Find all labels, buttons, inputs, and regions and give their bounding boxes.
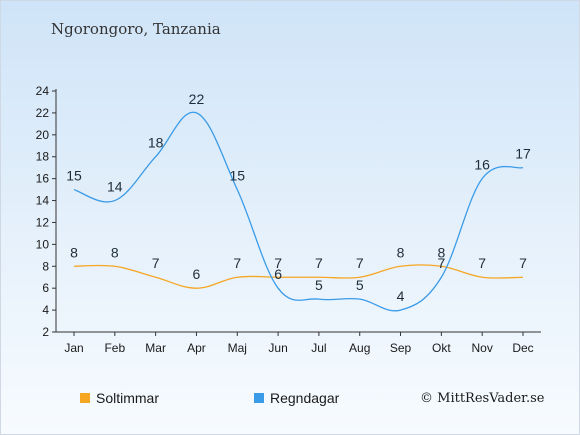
y-tick-label: 18 bbox=[36, 150, 50, 164]
data-label-regndagar: 5 bbox=[356, 277, 364, 293]
legend-label-regndagar: Regndagar bbox=[270, 390, 340, 406]
data-label-regndagar: 18 bbox=[148, 135, 164, 151]
data-label-soltimmar: 8 bbox=[111, 244, 119, 260]
legend-item-soltimmar: Soltimmar bbox=[80, 390, 159, 406]
data-label-regndagar: 22 bbox=[189, 91, 205, 107]
y-tick-label: 20 bbox=[36, 128, 50, 142]
data-label-regndagar: 14 bbox=[107, 179, 123, 195]
legend-item-regndagar: Regndagar bbox=[254, 390, 339, 406]
x-tick-label: Mar bbox=[145, 341, 166, 355]
data-label-soltimmar: 8 bbox=[437, 244, 445, 260]
x-tick-label: Nov bbox=[472, 341, 493, 355]
y-tick-label: 2 bbox=[42, 325, 49, 339]
data-label-regndagar: 15 bbox=[229, 168, 245, 184]
y-tick-label: 16 bbox=[36, 172, 50, 186]
data-label-regndagar: 5 bbox=[315, 277, 323, 293]
data-label-soltimmar: 7 bbox=[233, 255, 241, 271]
data-label-regndagar: 7 bbox=[437, 255, 445, 271]
data-label-soltimmar: 7 bbox=[152, 255, 160, 271]
data-label-regndagar: 6 bbox=[274, 266, 282, 282]
y-tick-label: 12 bbox=[36, 215, 50, 229]
x-tick-label: Apr bbox=[187, 341, 206, 355]
x-tick-label: Sep bbox=[390, 341, 412, 355]
x-tick-label: Jul bbox=[311, 341, 326, 355]
data-label-soltimmar: 6 bbox=[193, 266, 201, 282]
x-tick-label: Jan bbox=[64, 341, 83, 355]
data-label-soltimmar: 7 bbox=[315, 255, 323, 271]
x-tick-label: Jun bbox=[268, 341, 287, 355]
data-label-regndagar: 16 bbox=[474, 157, 490, 173]
data-label-soltimmar: 8 bbox=[397, 244, 405, 260]
legend-swatch-soltimmar bbox=[80, 393, 90, 403]
x-tick-label: Okt bbox=[432, 341, 451, 355]
x-tick-label: Feb bbox=[104, 341, 125, 355]
data-label-regndagar: 4 bbox=[397, 288, 405, 304]
data-label-soltimmar: 7 bbox=[274, 255, 282, 271]
data-label-regndagar: 15 bbox=[66, 168, 82, 184]
y-tick-label: 24 bbox=[36, 84, 50, 98]
x-tick-label: Dec bbox=[512, 341, 533, 355]
data-label-soltimmar: 7 bbox=[356, 255, 364, 271]
y-tick-label: 10 bbox=[36, 237, 50, 251]
y-tick-label: 6 bbox=[42, 281, 49, 295]
legend-swatch-regndagar bbox=[254, 393, 264, 403]
data-label-soltimmar: 7 bbox=[478, 255, 486, 271]
series-line-regndagar bbox=[73, 111, 524, 312]
site-credit: © MittResVader.se bbox=[420, 391, 545, 406]
y-tick-label: 4 bbox=[42, 303, 49, 317]
series-line-soltimmar bbox=[73, 264, 524, 289]
x-tick-label: Maj bbox=[228, 341, 247, 355]
data-label-regndagar: 17 bbox=[515, 146, 531, 162]
page-title: Ngorongoro, Tanzania bbox=[51, 20, 221, 38]
data-label-soltimmar: 7 bbox=[519, 255, 527, 271]
data-label-soltimmar: 8 bbox=[70, 244, 78, 260]
y-tick-label: 22 bbox=[36, 106, 50, 120]
y-tick-label: 14 bbox=[36, 194, 50, 208]
x-tick-label: Aug bbox=[349, 341, 370, 355]
y-tick-label: 8 bbox=[42, 259, 49, 273]
legend-label-soltimmar: Soltimmar bbox=[96, 390, 160, 406]
